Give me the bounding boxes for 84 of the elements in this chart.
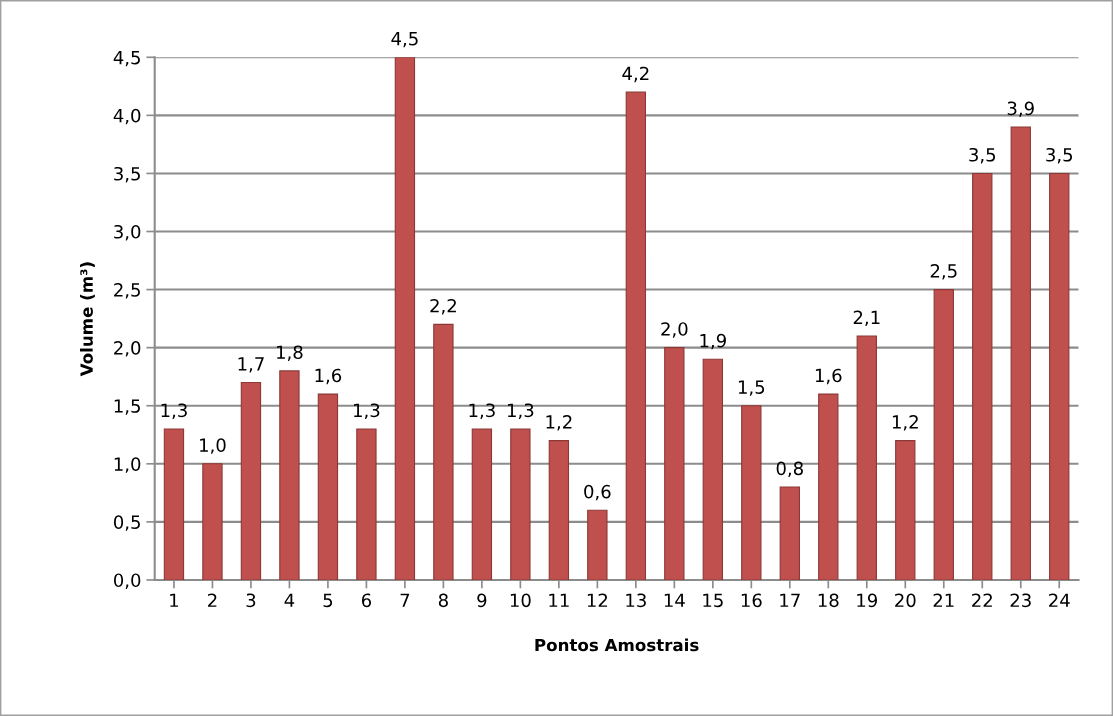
data-label: 0,6 — [584, 484, 611, 501]
bar — [202, 463, 223, 580]
bar — [625, 91, 647, 580]
x-tick-label: 1 — [170, 593, 179, 607]
y-tick-label: 3,5 — [114, 166, 140, 183]
data-label: 2,1 — [853, 310, 880, 327]
data-label: 3,9 — [1007, 101, 1034, 117]
x-tick-label: 11 — [549, 593, 569, 607]
x-axis-title: Pontos Amostrais — [535, 638, 699, 652]
bar — [1049, 172, 1070, 580]
bar — [356, 428, 377, 580]
data-label: 1,5 — [738, 380, 765, 396]
y-tick-label: 3,0 — [114, 224, 141, 241]
y-tick-label: 2,0 — [114, 341, 141, 357]
data-label: 1,6 — [815, 368, 842, 385]
bar — [818, 393, 839, 580]
data-label: 2,2 — [430, 298, 456, 315]
x-tick-label: 6 — [361, 593, 372, 608]
data-label: 1,8 — [277, 345, 303, 361]
data-label: 4,5 — [391, 32, 418, 48]
bar — [587, 509, 608, 580]
x-tick-label: 15 — [703, 593, 723, 608]
data-label: 4,2 — [622, 66, 649, 83]
bar — [933, 289, 954, 580]
data-label: 1,2 — [892, 415, 918, 431]
x-tick-label: 21 — [933, 593, 954, 607]
data-label: 1,3 — [161, 403, 187, 419]
x-tick-label: 10 — [510, 593, 531, 608]
x-tick-label: 22 — [972, 593, 992, 607]
data-label: 1,2 — [546, 415, 572, 431]
bar — [433, 323, 454, 580]
bar — [394, 57, 416, 580]
bar — [240, 381, 262, 580]
y-tick-label: 4,5 — [113, 50, 140, 67]
bar — [317, 393, 339, 580]
x-tick-label: 8 — [438, 593, 448, 608]
y-tick-label: 4,0 — [113, 108, 141, 125]
x-tick-label: 16 — [741, 593, 762, 608]
x-tick-label: 9 — [477, 593, 487, 608]
bar — [856, 335, 877, 580]
x-tick-label: 4 — [284, 593, 295, 607]
y-tick-label: 1,5 — [114, 399, 140, 415]
x-tick-label: 5 — [323, 593, 333, 608]
data-label: 1,7 — [238, 357, 264, 373]
y-tick-label: 1,0 — [114, 457, 141, 473]
bar — [510, 428, 531, 580]
data-label: 1,0 — [200, 438, 226, 454]
x-tick-label: 17 — [780, 593, 800, 607]
x-tick-label: 24 — [1049, 593, 1070, 607]
bar — [779, 486, 800, 580]
bar — [972, 172, 993, 580]
bar — [741, 405, 762, 580]
x-tick-label: 14 — [664, 593, 685, 607]
y-axis-title: Volume (m³) — [80, 262, 95, 377]
x-tick-label: 7 — [400, 593, 410, 607]
y-tick-label: 2,5 — [114, 283, 140, 299]
data-label: 1,9 — [700, 333, 726, 350]
x-tick-label: 19 — [857, 593, 878, 608]
bar — [548, 440, 570, 580]
data-label: 2,5 — [930, 264, 957, 280]
y-tick-label: 0,0 — [113, 573, 141, 589]
x-tick-label: 2 — [208, 593, 217, 607]
bar — [1010, 126, 1031, 580]
data-label: 1,6 — [315, 368, 342, 385]
bar — [471, 428, 493, 580]
data-label: 3,5 — [969, 147, 996, 164]
x-tick-label: 3 — [246, 593, 256, 608]
data-label: 1,3 — [354, 403, 380, 419]
data-label: 2,0 — [661, 322, 688, 338]
y-tick-label: 0,5 — [113, 515, 140, 531]
data-label: 1,3 — [469, 403, 495, 419]
bar — [163, 428, 185, 580]
bar — [895, 440, 916, 580]
bar — [664, 347, 685, 580]
bar — [702, 358, 724, 580]
x-tick-label: 23 — [1010, 593, 1031, 608]
x-tick-label: 13 — [626, 593, 646, 608]
data-label: 3,5 — [1046, 147, 1073, 164]
x-tick-label: 18 — [818, 593, 839, 608]
x-tick-label: 12 — [587, 593, 608, 607]
data-label: 1,3 — [508, 403, 534, 419]
x-tick-label: 20 — [895, 593, 916, 608]
data-label: 0,8 — [776, 461, 803, 478]
bar — [279, 370, 300, 580]
